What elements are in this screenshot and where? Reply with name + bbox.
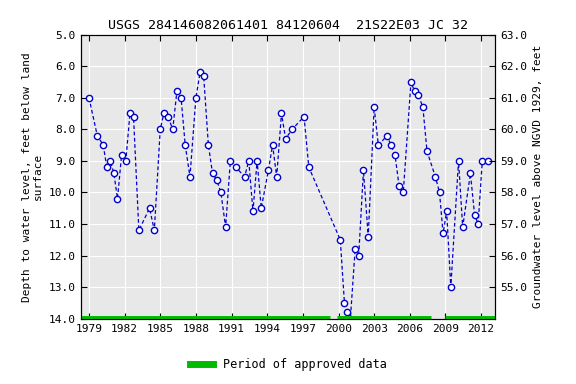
Legend: Period of approved data: Period of approved data xyxy=(185,354,391,376)
Title: USGS 284146082061401 84120604  21S22E03 JC 32: USGS 284146082061401 84120604 21S22E03 J… xyxy=(108,19,468,32)
Y-axis label: Groundwater level above NGVD 1929, feet: Groundwater level above NGVD 1929, feet xyxy=(533,45,543,308)
Y-axis label: Depth to water level, feet below land
surface: Depth to water level, feet below land su… xyxy=(22,52,43,301)
